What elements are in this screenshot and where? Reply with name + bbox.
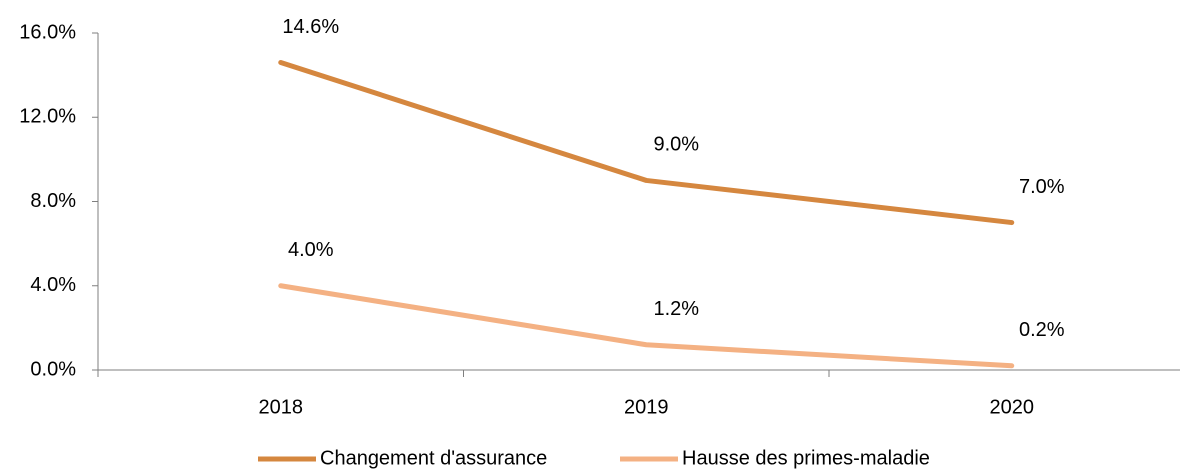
x-tick-label: 2020 xyxy=(990,396,1035,418)
data-label: 0.2% xyxy=(1019,319,1065,341)
legend-label: Changement d'assurance xyxy=(320,447,547,469)
data-label: 14.6% xyxy=(282,16,339,38)
data-label: 7.0% xyxy=(1019,176,1065,198)
x-tick-label: 2018 xyxy=(259,396,304,418)
x-tick-label: 2019 xyxy=(624,396,669,418)
data-label: 1.2% xyxy=(653,298,699,320)
data-label: 9.0% xyxy=(653,134,699,156)
y-tick-label: 4.0% xyxy=(30,274,76,296)
series-line xyxy=(278,59,1015,226)
y-tick-label: 0.0% xyxy=(30,358,76,380)
y-tick-label: 16.0% xyxy=(19,21,76,43)
series-line xyxy=(278,283,1015,369)
y-tick-label: 8.0% xyxy=(30,190,76,212)
legend-label: Hausse des primes-maladie xyxy=(682,447,930,469)
y-tick-label: 12.0% xyxy=(19,106,76,128)
data-label: 4.0% xyxy=(288,239,334,261)
